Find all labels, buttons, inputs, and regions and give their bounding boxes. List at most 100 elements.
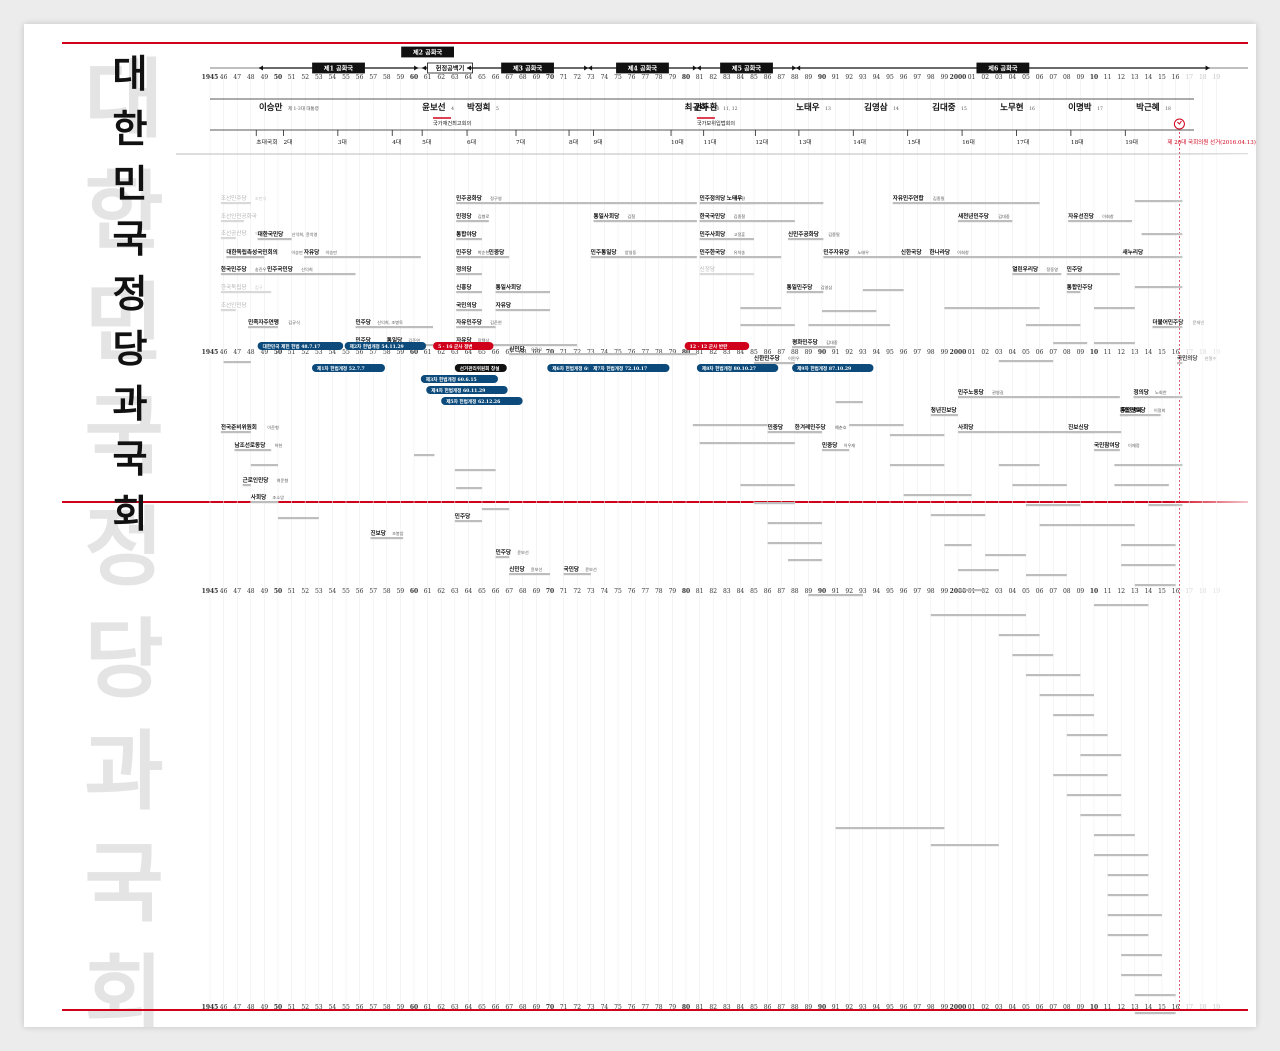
party-name: 민주당 [496, 548, 512, 556]
party-lifespan-bar [998, 464, 1040, 467]
year-tick-label: 98 [927, 588, 935, 595]
party-lifespan-bar [930, 844, 999, 847]
party-name: 민중당 [489, 248, 505, 256]
year-tick-label: 70 [546, 588, 554, 595]
year-tick-label: 56 [356, 74, 364, 81]
year-tick-label: 1945 [202, 349, 219, 356]
president-name: 김영삼 [864, 102, 888, 113]
party-leader: 조봉암 [392, 530, 404, 536]
party-name: 민족자주연맹 [248, 318, 279, 326]
event-tag-label: 제9차 헌법개정 87.10.29 [797, 365, 851, 372]
year-tick-label: 14 [1145, 74, 1153, 81]
party-lifespan-bar [930, 514, 986, 517]
year-tick-label: 19 [1213, 1004, 1221, 1011]
party-leader: 예춘호 [835, 424, 847, 431]
year-tick-label: 81 [696, 588, 704, 595]
year-tick-label: 17 [1185, 1004, 1193, 1011]
party-lifespan-bar [699, 220, 795, 223]
year-tick-label: 87 [777, 588, 785, 595]
republic-label: 제3 공화국 [513, 65, 543, 73]
party-name: 민주당 [455, 512, 471, 520]
party-lifespan-bar [1148, 504, 1183, 507]
year-tick-label: 03 [995, 349, 1003, 356]
year-tick-label: 91 [832, 74, 840, 81]
title-char: 국 [112, 217, 148, 261]
year-tick-label: 15 [1158, 1004, 1166, 1011]
year-tick-label: 2000 [950, 349, 967, 356]
year-tick-label: 09 [1077, 349, 1085, 356]
party-leader: 김영삼 [821, 284, 833, 290]
year-tick-label: 46 [220, 74, 228, 81]
party-lifespan-bar [699, 273, 754, 276]
year-tick-label: 67 [505, 74, 513, 81]
party-lifespan-bar [1012, 273, 1062, 276]
year-tick-label: 50 [274, 588, 282, 595]
year-tick-label: 48 [247, 588, 255, 595]
title-char: 과 [112, 382, 148, 426]
party-lifespan-bar [563, 573, 591, 576]
party-leader: 신익희, 조병옥 [377, 319, 403, 326]
party-lifespan-bar [767, 522, 822, 525]
party-lifespan-bar [958, 431, 1094, 434]
party-name: 신흥당 [456, 283, 472, 291]
year-tick-label: 76 [628, 349, 636, 356]
year-tick-label: 73 [587, 1004, 595, 1011]
year-tick-label: 82 [709, 349, 717, 356]
year-tick-label: 75 [614, 349, 622, 356]
year-tick-label: 01 [968, 1004, 976, 1011]
year-tick-label: 11 [1104, 74, 1112, 81]
assembly-label: 초대국회 [256, 138, 277, 146]
year-tick-label: 73 [587, 588, 595, 595]
title-char: 당 [112, 327, 148, 371]
year-tick-label: 97 [913, 349, 921, 356]
year-tick-label: 77 [641, 349, 649, 356]
year-tick-label: 82 [709, 1004, 717, 1011]
year-tick-label: 64 [465, 74, 473, 81]
year-tick-label: 53 [315, 74, 323, 81]
party-leader: 박순천 [478, 249, 490, 256]
party-lifespan-bar [740, 484, 795, 487]
year-tick-label: 62 [437, 74, 445, 81]
event-tag-label: 제2차 헌법개정 54.11.29 [350, 343, 404, 350]
party-name: 통합야당 [456, 230, 477, 238]
party-lifespan-bar [1114, 484, 1169, 487]
year-tick-label: 65 [478, 588, 486, 595]
year-tick-label: 03 [995, 74, 1003, 81]
year-tick-label: 06 [1036, 1004, 1044, 1011]
party-name: 민중당 [822, 441, 838, 449]
party-name: 자유민주당 [456, 318, 483, 326]
year-tick-label: 86 [764, 1004, 772, 1011]
party-lifespan-bar [250, 464, 278, 467]
party-lifespan-bar [835, 401, 863, 404]
year-tick-label: 06 [1036, 349, 1044, 356]
president-name: 이명박 [1068, 102, 1092, 113]
year-tick-label: 63 [451, 74, 459, 81]
year-tick-label: 79 [669, 1004, 677, 1011]
event-tag [312, 364, 385, 372]
party-lifespan-bar [754, 502, 795, 505]
year-tick-label: 83 [723, 1004, 731, 1011]
year-tick-label: 48 [247, 349, 255, 356]
year-tick-label: 79 [669, 74, 677, 81]
party-lifespan-bar [593, 220, 697, 223]
watermark-char: 당 [84, 610, 164, 710]
republic-arrow-left [696, 65, 701, 71]
party-name: 통일사회당 [496, 283, 523, 291]
year-tick-label: 15 [1158, 588, 1166, 595]
year-tick-label: 47 [233, 74, 241, 81]
year-tick-label: 10 [1090, 349, 1098, 356]
party-name: 민주한국당 [700, 248, 727, 256]
party-name: 청년진보당 [931, 406, 958, 414]
party-lifespan-bar [509, 573, 550, 576]
party-leader: 조소앙 [272, 494, 284, 500]
year-tick-label: 72 [573, 1004, 581, 1011]
top-red-rule [62, 42, 1248, 44]
year-tick-label: 77 [641, 588, 649, 595]
year-tick-label: 53 [315, 1004, 323, 1011]
party-lifespan-bar [794, 431, 822, 434]
year-tick-label: 88 [791, 588, 799, 595]
year-tick-label: 68 [519, 1004, 527, 1011]
title-char: 민 [112, 162, 148, 206]
party-lifespan-bar [1026, 504, 1081, 507]
